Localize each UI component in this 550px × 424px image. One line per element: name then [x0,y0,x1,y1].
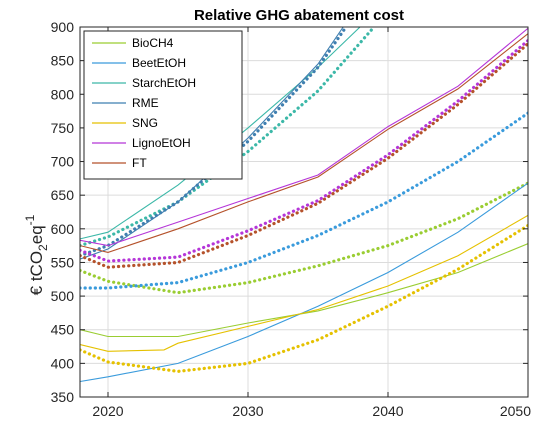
y-tick-label: 350 [51,389,75,405]
y-tick-label: 700 [51,154,75,170]
y-tick-label: 600 [51,221,75,237]
axis-ticks: 350 400 450 500 550 600 650 700 750 800 850 900 2020… [51,19,532,419]
y-tick-label: 750 [51,120,75,136]
series-ft-dotted [80,42,528,269]
series-beetetoh-dotted [80,111,528,290]
plot-frame [79,26,529,398]
y-tick-label: 850 [51,53,75,69]
x-tick-label: 2040 [372,403,403,419]
y-tick-label: 500 [51,288,75,304]
legend: BioCH4 BeetEtOH StarchEtOH RME SNG LignoEtOH F… [83,30,243,180]
legend-label-sng: SNG [132,116,158,130]
y-tick-label: 900 [51,19,75,35]
y-axis-label-sub: 2 [36,244,50,251]
x-tick-label: 2030 [232,403,263,419]
series-bioch4-dotted [80,181,528,295]
y-tick-label: 400 [51,355,75,371]
y-tick-label: 650 [51,187,75,203]
series-beetetoh-solid [80,182,528,383]
x-tick-label: 2050 [500,403,531,419]
y-axis-label-mid: eq [27,225,46,244]
y-axis-label-main: € tCO [27,251,46,295]
legend-label-starchetoh: StarchEtOH [132,76,196,90]
y-tick-label: 550 [51,254,75,270]
series-sng-dotted [80,223,528,374]
y-axis-label: € tCO2eq-1 [23,214,50,295]
legend-label-rme: RME [132,96,159,110]
legend-label-beetetoh: BeetEtOH [132,56,186,70]
series-layer [80,27,528,383]
chart-title: Relative GHG abatement cost [194,7,404,24]
legend-label-ft: FT [132,156,147,170]
series-lignoetoh-dotted [80,38,528,263]
series-starchetoh-dotted [80,27,376,248]
legend-label-lignoetoh: LignoEtOH [132,136,191,150]
legend-label-bioch4: BioCH4 [132,36,174,50]
series-bioch4-solid [80,243,528,338]
series-ft-solid [80,33,528,253]
y-tick-label: 450 [51,322,75,338]
y-axis-label-sup: -1 [23,214,37,225]
y-tick-label: 800 [51,86,75,102]
legend-box [83,30,243,180]
x-tick-label: 2020 [92,403,123,419]
series-lignoetoh-solid [80,27,528,247]
series-sng-solid [80,214,528,352]
